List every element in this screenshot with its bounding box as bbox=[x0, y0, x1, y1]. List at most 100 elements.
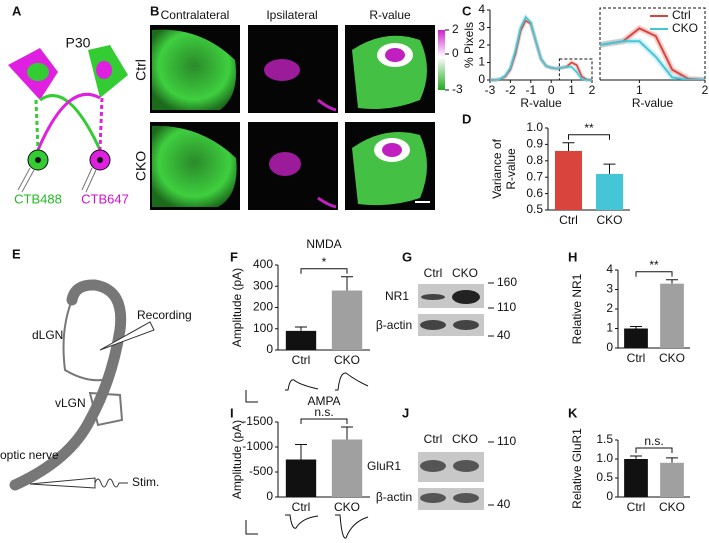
series-band bbox=[490, 13, 592, 82]
row-label: CKO bbox=[133, 151, 149, 181]
significance-label: ** bbox=[649, 258, 659, 272]
y-tick-label: 3 bbox=[478, 20, 485, 34]
x-tick-label: Ctrl bbox=[627, 500, 646, 514]
lane-label: Ctrl bbox=[424, 266, 443, 280]
band-label: β-actin bbox=[376, 318, 412, 332]
series-line bbox=[490, 15, 592, 81]
y-tick-label: 400 bbox=[253, 257, 273, 271]
bar bbox=[554, 150, 583, 210]
x-tick-label: 2 bbox=[702, 83, 709, 97]
y-tick-label: 1.0 bbox=[596, 451, 613, 465]
panel-letter: C bbox=[462, 3, 472, 18]
x-tick-label: CKO bbox=[659, 351, 685, 365]
x-tick-label: CKO bbox=[334, 500, 360, 514]
significance-bracket bbox=[568, 134, 610, 140]
x-axis-title: R-value bbox=[632, 96, 674, 110]
error-bar bbox=[603, 163, 616, 174]
tracer-label: CTB647 bbox=[81, 191, 129, 206]
y-tick-label: 0 bbox=[606, 489, 613, 503]
y-axis-title: Amplitude (pA) bbox=[230, 268, 244, 347]
micrographs bbox=[150, 25, 445, 210]
significance-bracket bbox=[635, 271, 673, 277]
y-tick-label: 4 bbox=[478, 2, 485, 16]
inset-plot bbox=[600, 24, 705, 80]
y-tick-label: 2 bbox=[478, 37, 485, 51]
bar bbox=[285, 459, 317, 497]
panel-letter: J bbox=[402, 405, 409, 420]
significance-bracket bbox=[300, 418, 348, 424]
y-tick-label: -1500 bbox=[242, 414, 273, 428]
panel-letter: G bbox=[402, 249, 412, 264]
y-tick-label: 100 bbox=[253, 321, 273, 335]
electrode-label: Recording bbox=[137, 308, 192, 322]
error-bar bbox=[630, 326, 642, 329]
y-tick-label: -500 bbox=[249, 464, 273, 478]
western-blot bbox=[418, 282, 494, 337]
mw-marker: 40 bbox=[497, 328, 511, 342]
error-bar bbox=[295, 444, 307, 460]
tracer-label: CTB488 bbox=[14, 191, 62, 206]
panel-letter: F bbox=[230, 249, 238, 264]
mw-marker: 110 bbox=[497, 434, 516, 448]
mw-marker: 160 bbox=[497, 275, 517, 289]
current-traces bbox=[245, 372, 369, 539]
column-header: Contralateral bbox=[161, 8, 230, 22]
mw-marker: 40 bbox=[497, 497, 511, 511]
column-header: R-value bbox=[369, 8, 411, 22]
inset-series-line bbox=[600, 40, 705, 80]
lgn-slice-diagram bbox=[9, 279, 155, 491]
region-label: vLGN bbox=[55, 396, 86, 410]
band-label: NR1 bbox=[385, 289, 409, 303]
bar bbox=[624, 459, 648, 497]
y-axis-title: % Pixels bbox=[462, 22, 476, 68]
panel-letter: E bbox=[12, 246, 21, 261]
y-tick-label: 3 bbox=[606, 282, 613, 296]
x-tick-label: 1 bbox=[636, 83, 643, 97]
western-blot bbox=[418, 441, 494, 510]
error-bar bbox=[295, 326, 307, 331]
y-tick-label: 0.7 bbox=[526, 169, 543, 183]
bar bbox=[660, 462, 684, 497]
error-bar bbox=[666, 457, 678, 463]
chart-title: AMPA bbox=[307, 394, 340, 408]
significance-bracket bbox=[635, 447, 673, 453]
y-tick-label: 0 bbox=[606, 340, 613, 354]
panel-letter: I bbox=[230, 405, 234, 420]
colorbar-label: -3 bbox=[452, 82, 463, 96]
band-label: GluR1 bbox=[367, 459, 401, 473]
panel-letter: D bbox=[462, 111, 471, 126]
x-tick-label: -1 bbox=[525, 83, 536, 97]
zoom-box bbox=[558, 58, 593, 81]
colorbar-label: 2 bbox=[452, 22, 459, 36]
bar bbox=[285, 330, 317, 350]
x-tick-label: Ctrl bbox=[559, 213, 578, 227]
x-tick-label: CKO bbox=[596, 213, 622, 227]
bar bbox=[331, 439, 363, 497]
significance-label: n.s. bbox=[644, 434, 663, 448]
y-axis-title: Relative NR1 bbox=[570, 273, 584, 344]
lane-label: CKO bbox=[452, 432, 478, 446]
y-tick-label: 2 bbox=[606, 301, 613, 315]
projection-diagram bbox=[8, 45, 128, 193]
error-bar bbox=[341, 426, 353, 440]
significance-bracket bbox=[300, 268, 348, 274]
y-tick-label: 0 bbox=[478, 72, 485, 86]
x-tick-label: Ctrl bbox=[627, 351, 646, 365]
x-tick-label: 0 bbox=[548, 83, 555, 97]
x-axis-title: R-value bbox=[520, 96, 562, 110]
x-tick-label: Ctrl bbox=[292, 500, 311, 514]
x-tick-label: -2 bbox=[505, 83, 516, 97]
legend-label: CKO bbox=[672, 21, 698, 35]
lane-label: Ctrl bbox=[424, 432, 443, 446]
y-axis-title: R-value bbox=[504, 148, 518, 190]
error-bar bbox=[630, 455, 642, 459]
y-tick-label: 0.9 bbox=[526, 137, 543, 151]
mw-marker: 110 bbox=[497, 300, 516, 314]
x-tick-label: 2 bbox=[589, 83, 596, 97]
y-tick-label: 0 bbox=[266, 342, 273, 356]
y-axis-title: Relative GluR1 bbox=[570, 428, 584, 509]
y-axis-title: Variance of bbox=[490, 138, 504, 198]
panel-letter: K bbox=[568, 405, 578, 420]
panel-letter: B bbox=[150, 3, 159, 18]
panel-letter: A bbox=[12, 3, 22, 18]
